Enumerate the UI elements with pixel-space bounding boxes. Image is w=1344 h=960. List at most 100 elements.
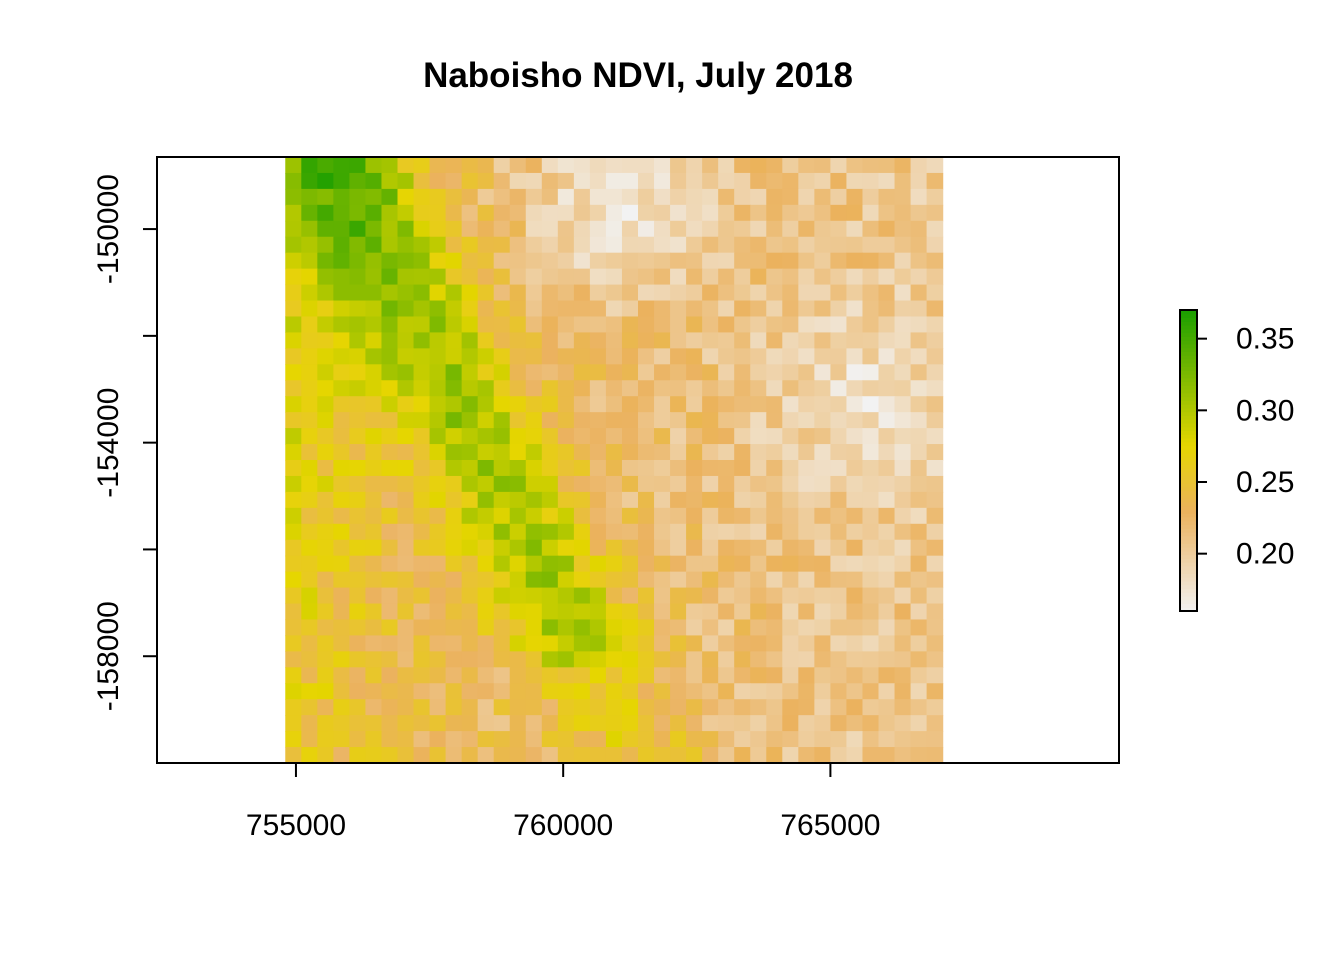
raster-cell	[750, 412, 767, 429]
raster-cell	[557, 491, 575, 509]
raster-cell	[766, 715, 783, 732]
raster-cell	[573, 380, 591, 397]
raster-cell	[734, 348, 751, 365]
raster-cell	[285, 667, 302, 684]
raster-cell	[798, 380, 815, 397]
raster-cell	[766, 157, 783, 174]
raster-cell	[638, 523, 655, 541]
raster-cell	[413, 380, 431, 397]
raster-cell	[926, 715, 944, 732]
raster-cell	[750, 635, 767, 652]
raster-cell	[734, 731, 751, 748]
raster-cell	[605, 460, 623, 477]
raster-cell	[301, 172, 318, 190]
raster-cell	[365, 507, 383, 525]
raster-cell	[798, 651, 815, 668]
raster-cell	[718, 731, 735, 748]
raster-cell	[734, 507, 751, 525]
raster-cell	[782, 412, 799, 429]
raster-cell	[589, 188, 607, 206]
raster-cell	[477, 507, 495, 525]
raster-cell	[349, 396, 367, 413]
raster-cell	[878, 220, 896, 238]
raster-cell	[381, 667, 399, 684]
raster-cell	[910, 667, 928, 684]
raster-cell	[429, 460, 447, 477]
raster-cell	[862, 332, 880, 349]
raster-cell	[349, 316, 367, 334]
raster-cell	[862, 587, 880, 605]
raster-cell	[830, 396, 848, 413]
raster-cell	[429, 571, 447, 589]
raster-cell	[782, 284, 799, 302]
colorbar-segment	[1180, 584, 1197, 590]
raster-cell	[638, 220, 655, 238]
raster-cell	[317, 475, 334, 493]
raster-cell	[686, 731, 703, 748]
raster-cell	[285, 188, 302, 206]
raster-cell	[365, 539, 383, 557]
raster-cell	[413, 603, 431, 621]
raster-cell	[333, 475, 350, 493]
raster-cell	[589, 428, 607, 445]
raster-cell	[381, 284, 399, 302]
raster-cell	[686, 157, 703, 174]
raster-cell	[670, 491, 687, 509]
raster-cell	[878, 444, 896, 461]
raster-cell	[766, 635, 783, 652]
raster-cell	[509, 699, 527, 716]
raster-cell	[445, 651, 463, 668]
raster-cell	[846, 316, 864, 334]
raster-cell	[894, 683, 912, 700]
raster-cell	[301, 619, 318, 637]
raster-cell	[317, 316, 334, 334]
raster-cell	[734, 412, 751, 429]
raster-cell	[638, 699, 655, 716]
colorbar-frame	[1179, 309, 1198, 612]
raster-cell	[397, 635, 415, 652]
raster-cell	[798, 491, 815, 509]
raster-cell	[830, 300, 848, 318]
raster-cell	[333, 715, 350, 732]
raster-cell	[509, 747, 527, 764]
raster-cell	[894, 316, 912, 334]
colorbar-segment	[1180, 452, 1197, 458]
raster-cell	[461, 348, 479, 365]
y-tick-label: -154000	[92, 388, 125, 498]
raster-cell	[461, 380, 479, 397]
raster-cell	[734, 651, 751, 668]
raster-cell	[702, 747, 719, 764]
raster-cell	[589, 475, 607, 493]
raster-cell	[509, 252, 527, 270]
raster-cell	[493, 300, 511, 318]
colorbar-segment	[1180, 313, 1197, 319]
raster-cell	[493, 380, 511, 397]
raster-cell	[718, 188, 735, 206]
raster-cell	[541, 412, 559, 429]
raster-cell	[638, 380, 655, 397]
raster-cell	[381, 252, 399, 270]
raster-cell	[702, 491, 719, 509]
raster-cell	[621, 188, 639, 206]
raster-cell	[782, 747, 799, 764]
raster-cell	[381, 220, 399, 238]
raster-cell	[525, 204, 543, 222]
x-tick-label: 765000	[780, 809, 880, 842]
raster-cell	[541, 396, 559, 413]
raster-cell	[686, 603, 703, 621]
colorbar-segment	[1180, 558, 1197, 563]
raster-cell	[365, 380, 383, 397]
raster-cell	[317, 491, 334, 509]
x-tick-label: 760000	[513, 809, 613, 842]
raster-cell	[605, 699, 623, 716]
raster-cell	[413, 747, 431, 764]
raster-cell	[686, 252, 703, 270]
raster-cell	[573, 635, 591, 652]
raster-cell	[798, 635, 815, 652]
raster-cell	[445, 316, 463, 334]
raster-cell	[830, 619, 848, 637]
raster-cell	[349, 619, 367, 637]
raster-cell	[830, 412, 848, 429]
raster-cell	[397, 667, 415, 684]
raster-cell	[525, 172, 543, 190]
